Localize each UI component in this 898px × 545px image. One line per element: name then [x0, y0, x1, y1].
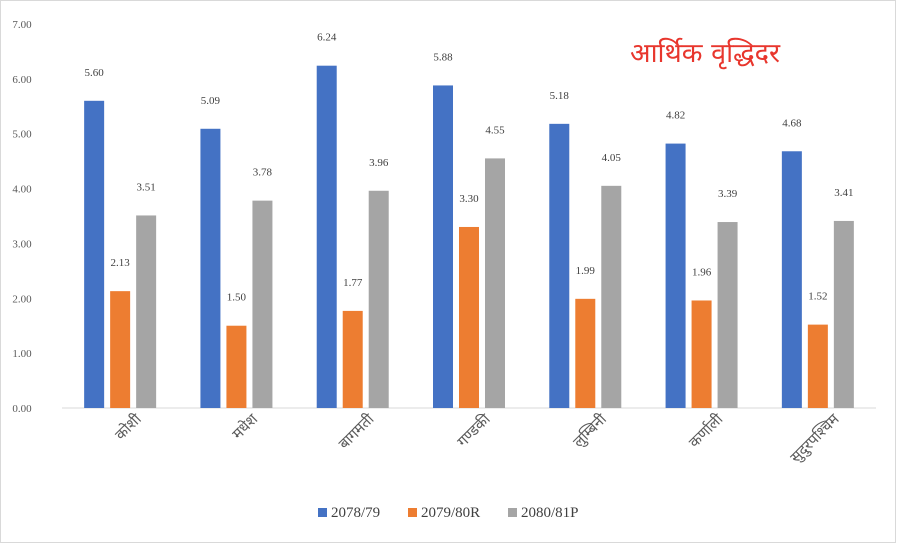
bar: [833, 220, 854, 408]
y-tick-label: 5.00: [12, 129, 32, 141]
data-labels-group: 5.60 2.13 3.51 5.09 1.50 3.78 6.24 1.77 3.96 5.88…: [85, 32, 854, 304]
y-axis: 0.00 1.00 2.00 3.00 4.00 5.00 6.00 7.00: [12, 19, 32, 415]
y-tick-label: 0.00: [12, 403, 32, 415]
chart-title: आर्थिक वृद्धिदर: [630, 37, 781, 70]
data-label: 1.99: [576, 265, 596, 277]
bar: [136, 215, 157, 408]
bars-group: [84, 65, 854, 409]
y-tick-label: 6.00: [12, 74, 32, 86]
bar: [549, 123, 570, 408]
legend-label: 2079/80R: [421, 505, 480, 521]
bar: [342, 310, 363, 408]
legend-label: 2080/81P: [521, 505, 579, 521]
bar: [575, 298, 596, 408]
data-label: 3.96: [369, 157, 389, 169]
data-label: 1.96: [692, 266, 712, 278]
data-label: 1.50: [227, 292, 247, 304]
x-tick-label: मधेश: [228, 410, 261, 443]
x-tick-label: कोशी: [111, 409, 145, 443]
x-tick-label: लुम्बिनी: [569, 409, 611, 451]
bar: [717, 222, 738, 408]
x-tick-label: कर्णाली: [685, 409, 727, 451]
data-label: 5.60: [85, 67, 105, 79]
bar: [485, 158, 505, 408]
bar: [200, 128, 221, 408]
legend-label: 2078/79: [331, 505, 380, 521]
legend-swatch: [408, 508, 417, 517]
y-tick-label: 1.00: [12, 348, 32, 360]
bar: [110, 291, 131, 408]
bar: [316, 65, 337, 408]
bar: [807, 324, 828, 408]
bar: [601, 185, 622, 408]
bar: [781, 151, 802, 409]
data-label: 5.88: [433, 51, 453, 63]
bar: [252, 200, 273, 408]
data-label: 4.82: [666, 110, 685, 122]
bar: [459, 226, 479, 408]
data-label: 4.68: [782, 117, 802, 129]
legend-swatch: [318, 508, 327, 517]
y-tick-label: 7.00: [12, 19, 32, 31]
y-tick-label: 3.00: [12, 238, 32, 250]
x-axis: कोशी मधेश बागमती गण्डकी लुम्बिनी कर्णाली सुदुर…: [111, 409, 844, 467]
data-label: 1.52: [808, 291, 827, 303]
y-tick-label: 4.00: [12, 184, 32, 196]
y-tick-label: 2.00: [12, 293, 32, 305]
x-tick-label: गण्डकी: [454, 409, 495, 450]
data-label: 3.30: [459, 193, 479, 205]
data-label: 1.77: [343, 277, 363, 289]
x-tick-label: सुदुरपश्चिम: [786, 409, 844, 467]
data-label: 4.55: [485, 124, 505, 136]
legend: 2078/79 2079/80R 2080/81P: [318, 505, 579, 521]
data-label: 3.41: [834, 187, 853, 199]
bar: [84, 100, 105, 409]
bar: [368, 190, 389, 408]
x-tick-label: बागमती: [335, 409, 378, 452]
data-label: 3.51: [137, 181, 156, 193]
data-label: 4.05: [602, 152, 622, 164]
bar: [226, 325, 247, 408]
bar: [691, 300, 712, 408]
data-label: 5.18: [550, 90, 570, 102]
data-label: 3.78: [253, 167, 273, 179]
bar: [433, 85, 453, 408]
bar: [665, 143, 686, 409]
data-label: 6.24: [317, 32, 337, 44]
data-label: 3.39: [718, 188, 738, 200]
data-label: 5.09: [201, 95, 221, 107]
data-label: 2.13: [111, 257, 131, 269]
legend-swatch: [508, 508, 517, 517]
